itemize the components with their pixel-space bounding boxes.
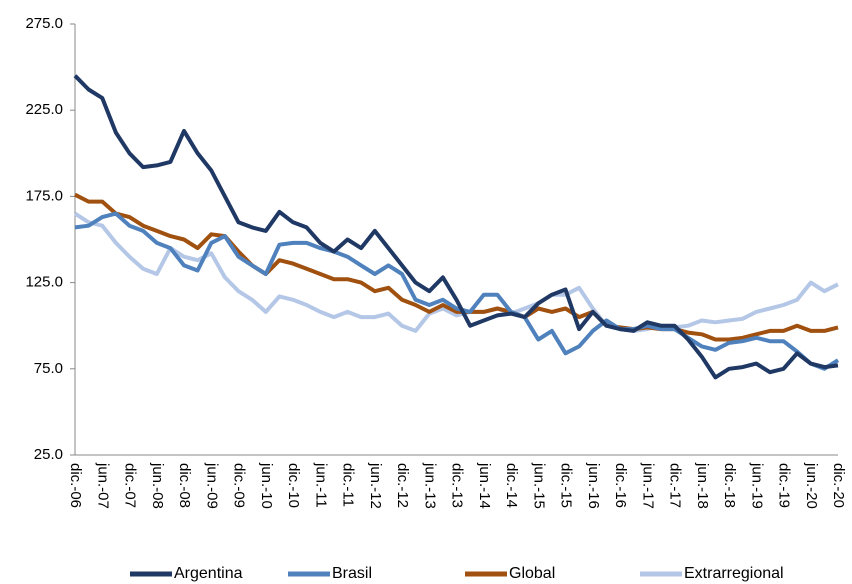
x-tick-label: dic.-07	[122, 463, 139, 508]
series-line	[74, 211, 840, 371]
y-tick-label: 275.0	[25, 15, 63, 32]
y-tick-label: 125.0	[25, 274, 63, 291]
x-tick-label: dic.-13	[449, 463, 466, 508]
x-tick-label: dic.-11	[340, 463, 357, 507]
x-tick-label: jun.-07	[94, 462, 111, 509]
x-tick-label: dic.-09	[231, 463, 248, 508]
x-tick-label: jun.-15	[530, 462, 547, 509]
y-tick-label: 225.0	[25, 101, 63, 118]
y-tick-label: 175.0	[25, 187, 63, 204]
x-tick-label: jun.-14	[476, 462, 493, 509]
x-tick-label: dic.-10	[285, 463, 302, 508]
legend-label: Global	[509, 565, 555, 582]
x-tick-label: dic.-06	[67, 463, 84, 508]
x-tick-label: dic.-18	[721, 463, 738, 508]
x-tick-label: dic.-12	[394, 463, 411, 508]
x-tick-label: dic.-15	[558, 463, 575, 508]
series-line	[73, 74, 839, 380]
x-tick-label: dic.-17	[667, 463, 684, 508]
legend-label: Argentina	[174, 565, 243, 582]
x-tick-label: jun.-12	[367, 462, 384, 509]
legend-label: Brasil	[332, 565, 372, 582]
legend-label: Extrarregional	[684, 565, 784, 582]
x-tick-label: jun.-11	[312, 462, 329, 508]
x-tick-label: dic.-20	[830, 463, 847, 508]
x-tick-label: dic.-14	[503, 463, 520, 508]
series-line	[74, 192, 839, 342]
x-tick-label: jun.-08	[149, 462, 166, 509]
x-tick-label: jun.-17	[639, 462, 656, 509]
x-tick-label: jun.-20	[803, 462, 820, 509]
x-tick-label: dic.-19	[776, 463, 793, 508]
y-tick-label: 75.0	[34, 360, 63, 377]
x-tick-label: jun.-13	[421, 462, 438, 509]
x-tick-label: jun.-16	[585, 462, 602, 509]
x-tick-label: dic.-08	[176, 463, 193, 508]
x-tick-label: dic.-16	[612, 463, 629, 508]
x-tick-label: jun.-18	[694, 462, 711, 509]
x-tick-label: jun.-19	[748, 462, 765, 509]
x-tick-label: jun.-09	[203, 462, 220, 509]
x-tick-label: jun.-10	[258, 462, 275, 509]
y-tick-label: 25.0	[34, 446, 63, 463]
